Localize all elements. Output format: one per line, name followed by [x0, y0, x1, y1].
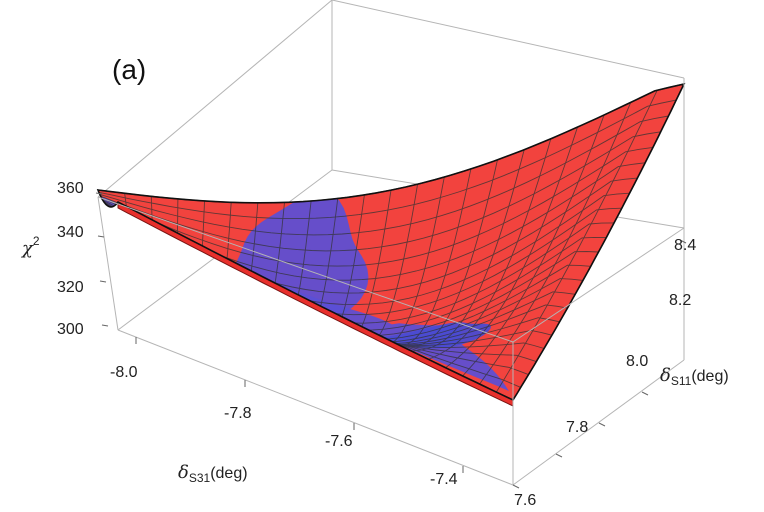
- y-axis-unit: (deg): [691, 368, 728, 385]
- z-axis-label: χ2: [20, 234, 40, 259]
- surface-blue-lower: [287, 316, 491, 349]
- y-axis-label: δS11(deg): [660, 365, 729, 388]
- y-tick-label: 8.0: [626, 353, 648, 370]
- z-tick-label: 340: [57, 224, 84, 241]
- z-axis: 360 340 320 300 χ2: [20, 180, 109, 338]
- z-tick-label: 360: [57, 180, 84, 197]
- mesh-line-v: [495, 89, 658, 393]
- x-axis-subscript: S31: [189, 471, 211, 485]
- x-axis-symbol: δ: [178, 462, 189, 483]
- y-axis: 7.6 7.8 8.0 8.2 8.4 δS11(deg): [512, 237, 729, 509]
- mesh-line-v: [428, 138, 552, 360]
- x-tick-label: -7.8: [224, 405, 252, 422]
- x-axis: -8.0 -7.8 -7.6 -7.4 δS31(deg): [110, 337, 464, 488]
- y-tick-label: 7.6: [514, 492, 536, 509]
- x-axis-label: δS31(deg): [178, 462, 248, 485]
- mesh-line-v: [445, 126, 578, 369]
- mesh-line-v: [393, 159, 498, 347]
- bounding-box-front: [97, 78, 685, 486]
- mesh-line-v: [462, 114, 605, 377]
- y-tick-label: 8.2: [669, 292, 691, 309]
- z-axis-superscript: 2: [33, 234, 40, 248]
- y-axis-symbol: δ: [660, 365, 671, 386]
- y-axis-subscript: S11: [671, 374, 692, 388]
- panel-label: (a): [112, 54, 146, 85]
- z-tick-label: 300: [57, 321, 84, 338]
- y-tick-label: 8.4: [674, 237, 696, 254]
- x-tick-label: -8.0: [110, 364, 138, 381]
- mesh-line-v: [411, 149, 525, 352]
- x-axis-unit: (deg): [210, 465, 247, 482]
- mesh-line-v: [479, 102, 632, 385]
- x-tick-label: -7.6: [325, 433, 353, 450]
- z-tick-label: 320: [57, 279, 84, 296]
- y-tick-label: 7.8: [566, 419, 588, 436]
- x-tick-label: -7.4: [430, 471, 458, 488]
- z-axis-symbol: χ: [20, 238, 34, 259]
